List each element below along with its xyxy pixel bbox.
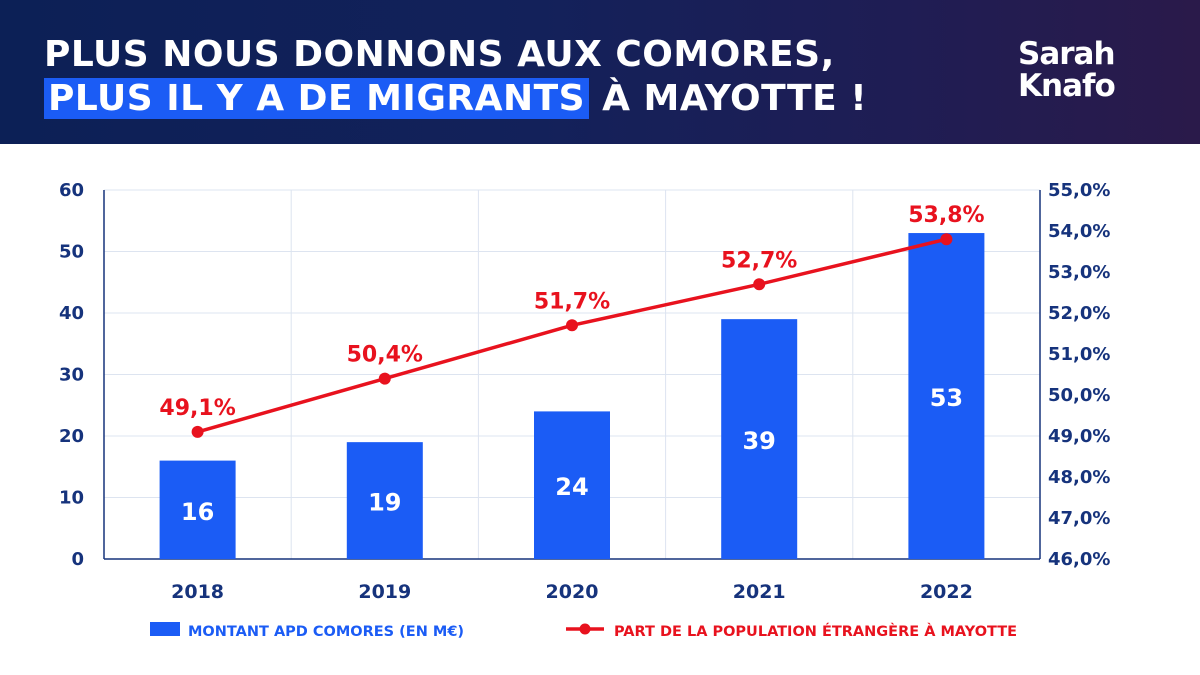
y-right-tick-label: 50,0% (1048, 385, 1110, 406)
y-right-tick-label: 52,0% (1048, 303, 1110, 324)
line-value-label: 51,7% (534, 289, 610, 314)
line-point (192, 426, 204, 438)
y-right-tick-label: 48,0% (1048, 467, 1110, 488)
legend-line-marker (580, 624, 591, 635)
x-tick-label: 2018 (171, 581, 224, 603)
bar-value-label: 16 (181, 498, 214, 526)
x-tick-label: 2021 (733, 581, 786, 603)
logo-line-1: Sarah (1018, 38, 1115, 70)
y-right-tick-label: 55,0% (1048, 180, 1110, 201)
y-left-tick-label: 0 (71, 549, 84, 570)
line-value-label: 53,8% (908, 203, 984, 228)
y-left-tick-label: 20 (59, 426, 84, 447)
y-right-tick-label: 54,0% (1048, 221, 1110, 242)
bar-value-label: 19 (368, 489, 401, 517)
y-right-tick-label: 49,0% (1048, 426, 1110, 447)
bar-value-label: 39 (742, 427, 775, 455)
y-right-tick-label: 53,0% (1048, 262, 1110, 283)
line-value-label: 52,7% (721, 248, 797, 273)
legend-bar-swatch (150, 622, 180, 636)
combo-chart: 0 10 20 30 40 50 60 46,0% 47,0% 48,0% 49,0% 50,0% 51… (0, 144, 1200, 675)
line-point (940, 233, 952, 245)
y-left-tick-label: 60 (59, 180, 84, 201)
y-left-tick-label: 40 (59, 303, 84, 324)
y-right-tick-label: 51,0% (1048, 344, 1110, 365)
y-left-tick-label: 10 (59, 488, 84, 509)
title-line-2: PLUS IL Y A DE MIGRANTS À MAYOTTE ! (44, 78, 867, 119)
title-highlight: PLUS IL Y A DE MIGRANTS (44, 78, 589, 119)
legend-line-label: PART DE LA POPULATION ÉTRANGÈRE À MAYOTT… (614, 623, 1017, 640)
series-line (198, 239, 947, 432)
line-point (566, 319, 578, 331)
x-tick-label: 2020 (546, 581, 599, 603)
bar-value-label: 53 (930, 384, 963, 412)
x-tick-label: 2022 (920, 581, 973, 603)
x-tick-label: 2019 (358, 581, 411, 603)
legend-bar-label: MONTANT APD COMORES (EN M€) (188, 624, 464, 640)
header-banner: PLUS NOUS DONNONS AUX COMORES, PLUS IL Y… (0, 0, 1200, 144)
y-right-tick-label: 46,0% (1048, 549, 1110, 570)
line-value-label: 50,4% (347, 343, 423, 368)
line-value-label: 49,1% (159, 396, 235, 421)
y-right-tick-label: 47,0% (1048, 508, 1110, 529)
line-point (379, 373, 391, 385)
title-line-2-rest: À MAYOTTE ! (589, 78, 867, 119)
title-line-1: PLUS NOUS DONNONS AUX COMORES, (44, 34, 835, 75)
logo-line-2: Knafo (1018, 70, 1115, 102)
y-left-tick-label: 30 (59, 365, 84, 386)
y-left-tick-label: 50 (59, 242, 84, 263)
bar-value-label: 24 (555, 473, 588, 501)
line-point (753, 278, 765, 290)
brand-logo: Sarah Knafo (1018, 38, 1115, 102)
